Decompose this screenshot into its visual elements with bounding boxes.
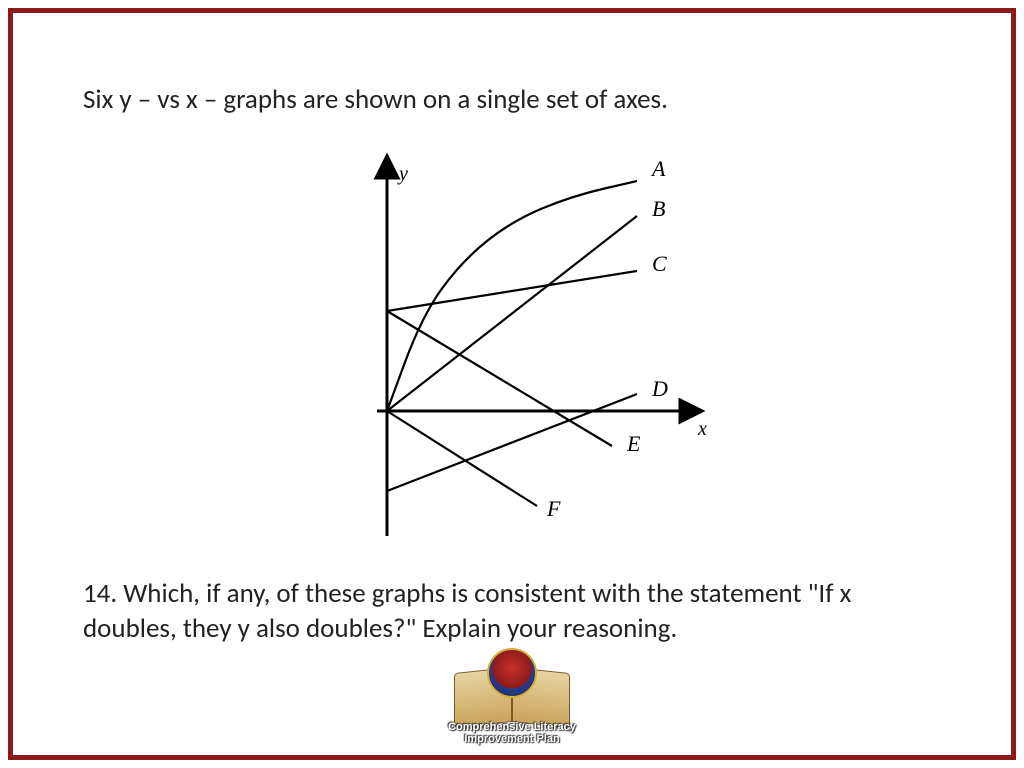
svg-text:F: F (546, 496, 561, 521)
badge-text: Comprehensive Literacy Improvement Plan (432, 721, 592, 745)
svg-text:y: y (397, 163, 408, 185)
svg-text:B: B (652, 196, 665, 221)
svg-text:E: E (626, 431, 641, 456)
literacy-badge: Comprehensive Literacy Improvement Plan (432, 660, 592, 745)
badge-line2: Improvement Plan (464, 733, 559, 745)
graph-container: x y AB C D E F (83, 136, 941, 561)
badge-line1: Comprehensive Literacy (448, 721, 576, 733)
question-text: 14. Which, if any, of these graphs is co… (83, 576, 941, 646)
svg-text:A: A (650, 156, 666, 181)
svg-text:C: C (652, 251, 667, 276)
svg-text:D: D (651, 376, 668, 401)
seal-icon (487, 648, 537, 698)
svg-text:x: x (697, 418, 707, 440)
graph-svg: x y AB C D E F (292, 136, 732, 556)
content-area: Six y – vs x – graphs are shown on a sin… (83, 83, 941, 646)
intro-text: Six y – vs x – graphs are shown on a sin… (83, 83, 941, 116)
slide-frame: Six y – vs x – graphs are shown on a sin… (8, 8, 1016, 760)
